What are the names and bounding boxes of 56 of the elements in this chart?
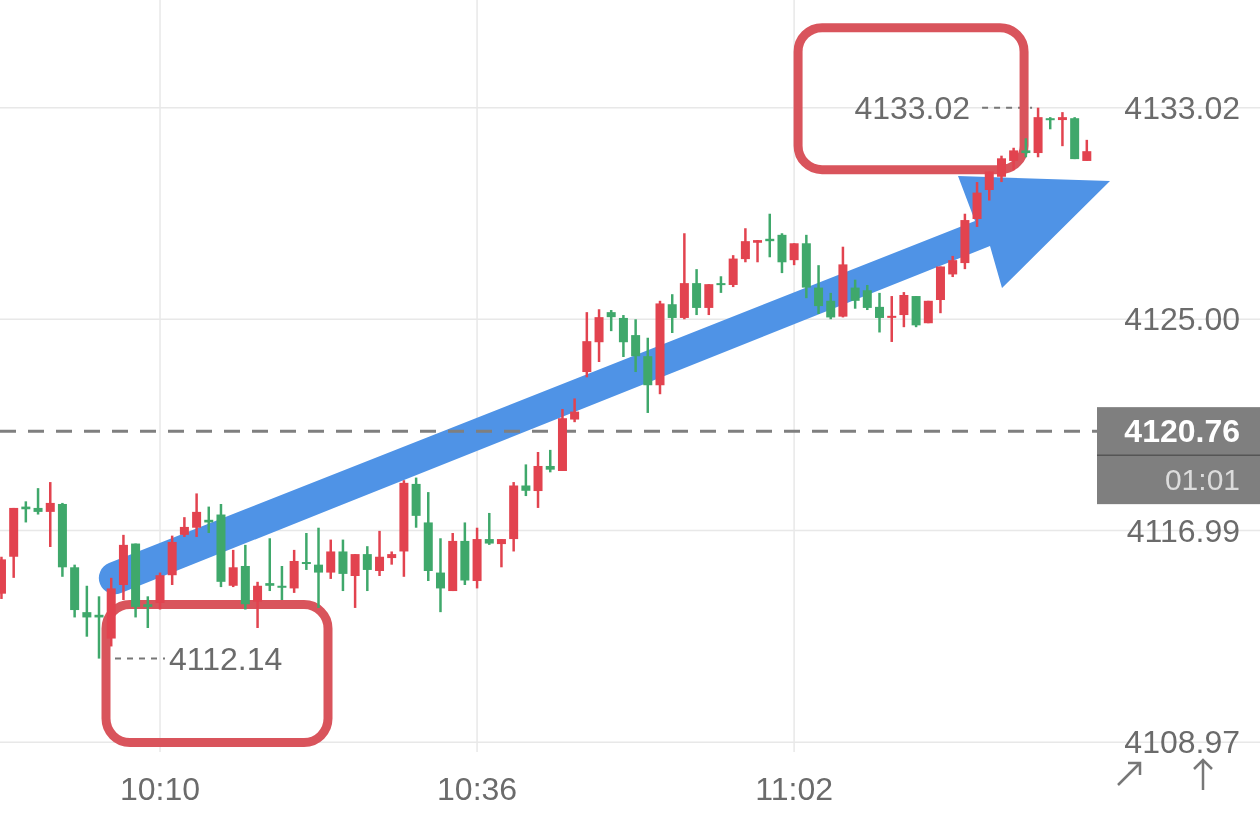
candlestick: [606, 308, 616, 333]
candlestick: [179, 515, 189, 539]
candlestick: [948, 254, 958, 279]
candlestick: [143, 595, 153, 630]
candlestick: [435, 537, 445, 614]
candlestick: [570, 397, 580, 424]
candlestick: [326, 538, 336, 581]
candlestick: [314, 526, 324, 610]
candlestick: [1082, 138, 1092, 163]
x-tick-label: 11:02: [755, 771, 833, 807]
y-tick-label: 4116.99: [1126, 512, 1240, 549]
candlestick: [338, 538, 348, 593]
y-tick-label: 4133.02: [1124, 89, 1240, 126]
candlestick: [862, 283, 872, 312]
x-tick-label: 10:10: [119, 771, 201, 807]
ref-line-label: 4120.76: [1124, 413, 1240, 450]
annotation: 4112.14: [169, 640, 283, 677]
candlestick: [850, 278, 860, 310]
candlestick: [740, 226, 750, 264]
candlestick: [545, 448, 555, 474]
y-tick-label: 4108.97: [1124, 724, 1240, 761]
candlestick: [1057, 110, 1067, 148]
candlestick: [667, 292, 677, 335]
y-tick-label: 4125.00: [1124, 301, 1240, 338]
candlestick: [704, 282, 714, 317]
candlestick: [496, 537, 506, 569]
candlestick: [387, 550, 397, 566]
candlestick: [362, 544, 372, 593]
annotation: 4133.02: [854, 89, 971, 126]
candlestick: [1021, 137, 1031, 159]
candlestick: [253, 580, 263, 630]
candlestick: [375, 529, 385, 578]
candlestick: [301, 531, 311, 572]
candlestick: [1009, 146, 1019, 172]
candlestick: [265, 537, 275, 593]
x-tick-label: 10:36: [437, 771, 518, 807]
candlestick: [789, 242, 799, 267]
candlestick: [996, 154, 1006, 184]
candlestick: [826, 291, 836, 321]
candlestick: [82, 584, 92, 638]
candlestick: [192, 492, 202, 539]
candlestick: [984, 170, 994, 202]
candlestick: [45, 480, 55, 549]
candlestick: [753, 238, 763, 264]
candlestick: [631, 318, 641, 374]
candlestick: [899, 290, 909, 329]
candlestick: [521, 463, 531, 498]
candlestick: [875, 291, 885, 334]
candlestick: [228, 548, 238, 589]
candlestick: [277, 564, 287, 602]
candlestick: [33, 486, 43, 516]
candlestick: [887, 294, 897, 344]
candlestick: [814, 263, 824, 316]
candlestick: [484, 511, 494, 547]
candlestick: [350, 552, 360, 610]
annotation: 01:01: [1164, 462, 1240, 496]
